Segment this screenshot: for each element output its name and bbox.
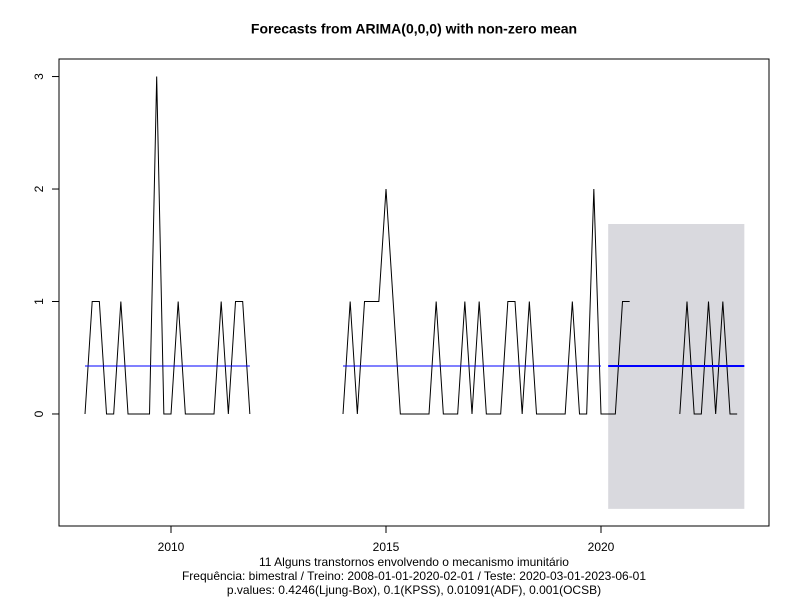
chart-title: Forecasts from ARIMA(0,0,0) with non-zer… (251, 21, 577, 37)
x-tick-label: 2020 (588, 540, 615, 554)
observed-line (84, 76, 738, 415)
y-tick-label: 3 (32, 73, 46, 80)
x-tick-label: 2010 (158, 540, 185, 554)
x-tick-label: 2015 (373, 540, 400, 554)
y-tick-label: 1 (32, 298, 46, 305)
y-tick-label: 0 (32, 410, 46, 417)
x-axis-label: Frequência: bimestral / Treino: 2008-01-… (182, 569, 646, 583)
y-tick-label: 2 (32, 185, 46, 192)
x-axis-label: 11 Alguns transtornos envolvendo o mecan… (259, 555, 569, 569)
x-axis-label: p.values: 0.4246(Ljung-Box), 0.1(KPSS), … (227, 583, 601, 597)
